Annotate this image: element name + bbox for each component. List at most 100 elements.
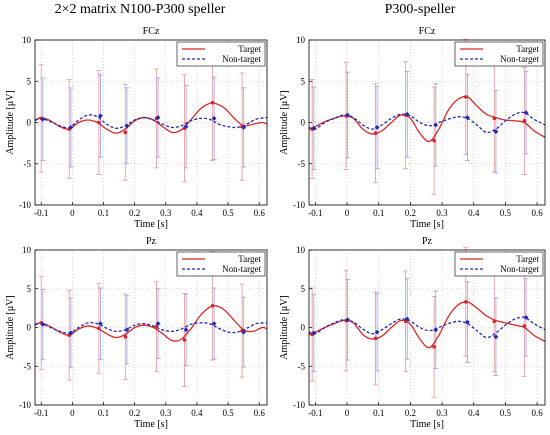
data-point-target <box>522 119 527 123</box>
x-tick-label: 0.4 <box>191 408 203 418</box>
x-tick-label: 0 <box>345 208 350 218</box>
y-tick-label: 5 <box>27 284 32 294</box>
legend-label: Non-target <box>222 54 261 64</box>
legend-label: Target <box>516 254 539 264</box>
y-tick-label: 5 <box>301 76 306 86</box>
data-point-target <box>154 324 159 329</box>
data-point-target <box>432 138 436 143</box>
x-tick-label: 0.3 <box>436 408 448 418</box>
data-point-non-target <box>40 322 46 327</box>
y-tick-label: 0 <box>301 323 306 333</box>
x-tick-label: 0.5 <box>222 408 234 418</box>
y-tick-label: -5 <box>298 159 306 169</box>
y-axis-label: Amplitude [μV] <box>279 295 290 360</box>
data-point-non-target <box>493 334 499 340</box>
x-tick-label: 0.3 <box>160 408 172 418</box>
data-point-non-target <box>98 321 103 327</box>
x-tick-label: 0.2 <box>405 408 416 418</box>
x-tick-label: -0.1 <box>308 208 322 218</box>
data-point-non-target <box>523 110 529 115</box>
y-tick-label: -10 <box>293 200 305 210</box>
x-tick-label: 0.1 <box>373 408 384 418</box>
data-point-target <box>97 326 101 331</box>
data-point-non-target <box>433 122 439 128</box>
legend-label: Target <box>238 254 261 264</box>
data-point-non-target <box>124 123 130 129</box>
data-point-non-target <box>523 315 529 320</box>
x-tick-label: 0.6 <box>254 208 266 218</box>
data-point-non-target <box>155 115 161 120</box>
data-point-non-target <box>183 124 189 130</box>
x-tick-label: 0.3 <box>160 208 172 218</box>
x-tick-label: 0.1 <box>98 408 109 418</box>
data-point-non-target <box>68 330 74 336</box>
data-point-non-target <box>345 317 351 323</box>
data-point-non-target <box>374 329 380 335</box>
legend-box <box>176 251 266 277</box>
legend-box <box>176 41 266 67</box>
y-axis-label: Amplitude [μV] <box>5 90 16 155</box>
data-point-target <box>210 100 215 105</box>
x-tick-label: 0.3 <box>436 208 448 218</box>
x-tick-label: 0 <box>70 208 75 218</box>
chart-title: Pz <box>146 236 157 247</box>
data-point-target <box>492 116 497 121</box>
data-point-non-target <box>241 125 247 130</box>
data-point-non-target <box>183 327 189 333</box>
chart-panel-1: -0.1 0 0.1 0.2 0.3 0.4 0.5 0.6 -10 -5 0 5 10 FCz Time … <box>279 26 546 230</box>
data-point-non-target <box>68 125 74 130</box>
data-point-target <box>432 345 436 349</box>
x-tick-label: 0.6 <box>254 408 266 418</box>
x-axis-label: Time [s] <box>410 419 444 430</box>
data-point-non-target <box>465 319 470 325</box>
x-tick-label: 0.4 <box>468 208 480 218</box>
y-axis-label: Amplitude [μV] <box>5 295 16 360</box>
legend-box <box>454 41 544 67</box>
x-tick-label: 0.4 <box>468 408 480 418</box>
x-tick-label: 0.1 <box>98 208 109 218</box>
legend-label: Target <box>238 44 261 54</box>
legend-label: Non-target <box>500 54 539 64</box>
data-point-non-target <box>433 327 439 333</box>
data-point-non-target <box>465 115 470 120</box>
data-point-target <box>492 319 497 324</box>
x-tick-label: 0.6 <box>531 208 543 218</box>
y-tick-label: -5 <box>24 361 32 371</box>
series-line-non-target <box>308 111 546 134</box>
y-tick-label: 10 <box>296 245 306 255</box>
data-point-non-target <box>211 115 217 121</box>
data-point-target <box>123 335 128 339</box>
data-point-non-target <box>311 330 317 336</box>
chart-title: FCz <box>143 26 160 37</box>
x-tick-label: 0 <box>70 408 75 418</box>
data-point-non-target <box>241 329 247 335</box>
legend-label: Target <box>516 44 539 54</box>
y-tick-label: -5 <box>24 159 32 169</box>
data-point-target <box>464 300 468 304</box>
data-point-target <box>210 304 215 308</box>
data-point-target <box>182 338 187 342</box>
x-axis-label: Time [s] <box>134 419 168 430</box>
y-tick-label: 10 <box>296 35 306 45</box>
chart-title: FCz <box>419 26 436 37</box>
chart-panel-2: -0.1 0 0.1 0.2 0.3 0.4 0.5 0.6 -10 -5 0 5 10 Pz Time [… <box>5 236 268 430</box>
data-point-non-target <box>493 129 499 134</box>
series-line-non-target <box>308 316 546 339</box>
data-point-non-target <box>345 112 351 118</box>
y-tick-label: -10 <box>293 400 305 410</box>
x-tick-label: 0.2 <box>129 408 140 418</box>
x-tick-label: -0.1 <box>34 208 48 218</box>
legend-box <box>454 251 544 277</box>
y-tick-label: 10 <box>22 35 32 45</box>
x-tick-label: 0.5 <box>222 208 234 218</box>
legend-label: Non-target <box>222 264 261 274</box>
chart-title: Pz <box>422 236 433 247</box>
data-point-non-target <box>124 327 130 333</box>
y-axis-label: Amplitude [μV] <box>279 90 290 155</box>
x-tick-label: 0.5 <box>500 408 512 418</box>
x-axis-label: Time [s] <box>134 219 168 230</box>
x-tick-label: 0.1 <box>373 208 384 218</box>
data-point-target <box>522 324 527 328</box>
